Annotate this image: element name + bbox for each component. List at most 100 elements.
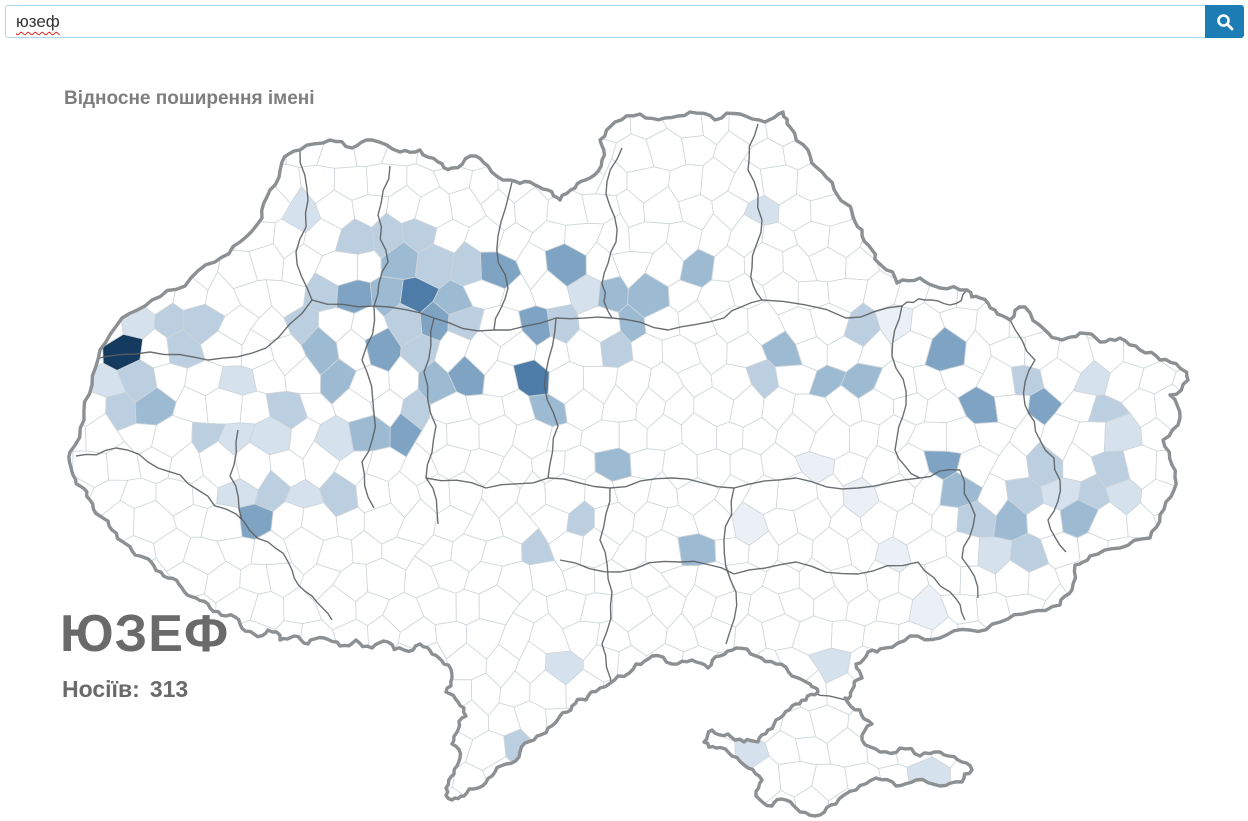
raion-cell[interactable] (367, 727, 402, 765)
raion-cell[interactable] (36, 384, 74, 425)
raion-cell[interactable] (1087, 727, 1131, 767)
raion-cell[interactable] (52, 128, 95, 175)
raion-cell[interactable] (1195, 732, 1227, 765)
raion-cell[interactable] (925, 784, 966, 821)
raion-cell[interactable] (1140, 704, 1180, 742)
raion-cell[interactable] (1023, 793, 1061, 821)
raion-cell[interactable] (876, 133, 918, 173)
raion-cell[interactable] (270, 673, 301, 710)
raion-cell[interactable] (256, 697, 289, 738)
raion-cell[interactable] (907, 706, 950, 738)
raion-cell[interactable] (677, 533, 717, 567)
raion-cell[interactable] (1040, 131, 1080, 172)
raion-cell[interactable] (1171, 535, 1212, 576)
search-input[interactable]: юзеф (5, 5, 1244, 38)
raion-cell[interactable] (1055, 729, 1098, 767)
raion-cell[interactable] (102, 559, 142, 600)
raion-cell[interactable] (1074, 644, 1115, 689)
raion-cell[interactable] (547, 764, 585, 802)
raion-cell[interactable] (38, 556, 76, 604)
raion-cell[interactable] (748, 74, 781, 111)
raion-cell[interactable] (137, 106, 175, 140)
raion-cell[interactable] (134, 784, 177, 821)
raion-cell[interactable] (974, 246, 1016, 285)
raion-cell[interactable] (18, 699, 59, 736)
raion-cell[interactable] (1178, 474, 1205, 516)
raion-cell[interactable] (660, 677, 700, 709)
raion-cell[interactable] (24, 186, 58, 233)
raion-cell[interactable] (581, 708, 619, 744)
raion-cell[interactable] (455, 588, 480, 626)
raion-cell[interactable] (1153, 158, 1191, 204)
raion-cell[interactable] (54, 248, 90, 283)
raion-cell[interactable] (677, 645, 719, 690)
raion-cell[interactable] (57, 299, 94, 340)
raion-cell[interactable] (1073, 759, 1116, 799)
raion-cell[interactable] (1103, 308, 1145, 339)
raion-cell[interactable] (630, 733, 669, 770)
raion-cell[interactable] (137, 731, 176, 775)
raion-cell[interactable] (222, 706, 260, 746)
raion-cell[interactable] (449, 78, 486, 110)
raion-cell[interactable] (71, 554, 103, 605)
raion-cell[interactable] (728, 676, 770, 708)
raion-cell[interactable] (1195, 220, 1230, 254)
raion-cell[interactable] (894, 213, 932, 252)
raion-cell[interactable] (1057, 613, 1098, 653)
raion-cell[interactable] (1021, 109, 1064, 140)
raion-cell[interactable] (119, 250, 161, 286)
raion-cell[interactable] (319, 640, 354, 683)
raion-cell[interactable] (580, 76, 616, 113)
raion-cell[interactable] (23, 642, 52, 688)
raion-cell[interactable] (21, 299, 58, 341)
raion-cell[interactable] (172, 782, 205, 821)
raion-cell[interactable] (1192, 672, 1230, 716)
raion-cell[interactable] (116, 759, 160, 798)
raion-cell[interactable] (958, 223, 1001, 253)
raion-cell[interactable] (249, 763, 293, 804)
raion-cell[interactable] (925, 678, 960, 717)
raion-cell[interactable] (1174, 640, 1209, 683)
raion-cell[interactable] (1179, 244, 1211, 281)
raion-cell[interactable] (994, 790, 1025, 821)
raion-cell[interactable] (860, 791, 900, 821)
raion-cell[interactable] (993, 671, 1025, 710)
raion-cell[interactable] (692, 791, 732, 821)
raion-cell[interactable] (1170, 308, 1208, 344)
raion-cell[interactable] (464, 785, 499, 821)
raion-cell[interactable] (185, 700, 225, 740)
raion-cell[interactable] (945, 76, 979, 115)
raion-cell[interactable] (231, 678, 273, 709)
raion-cell[interactable] (1145, 133, 1180, 178)
raion-cell[interactable] (666, 789, 698, 821)
raion-cell[interactable] (346, 73, 390, 120)
raion-cell[interactable] (1121, 617, 1160, 653)
raion-cell[interactable] (516, 72, 555, 115)
raion-cell[interactable] (959, 157, 999, 201)
raion-cell[interactable] (248, 649, 285, 682)
raion-cell[interactable] (18, 480, 56, 509)
raion-cell[interactable] (978, 129, 1012, 177)
raion-cell[interactable] (1138, 77, 1180, 119)
raion-cell[interactable] (1058, 102, 1094, 146)
raion-cell[interactable] (974, 697, 1012, 747)
raion-cell[interactable] (23, 594, 60, 629)
raion-cell[interactable] (626, 784, 669, 821)
raion-cell[interactable] (418, 697, 453, 741)
raion-cell[interactable] (335, 786, 375, 821)
raion-cell[interactable] (27, 361, 59, 398)
raion-cell[interactable] (1189, 566, 1229, 601)
search-button[interactable] (1205, 5, 1244, 38)
raion-cell[interactable] (100, 107, 145, 142)
raion-cell[interactable] (200, 108, 240, 145)
raion-cell[interactable] (37, 163, 77, 198)
raion-cell[interactable] (1045, 304, 1083, 340)
raion-cell[interactable] (1005, 194, 1048, 232)
raion-cell[interactable] (71, 279, 107, 311)
raion-cell[interactable] (318, 79, 350, 120)
raion-cell[interactable] (760, 673, 802, 715)
raion-cell[interactable] (1089, 221, 1130, 262)
raion-cell[interactable] (200, 155, 240, 195)
raion-cell[interactable] (1171, 80, 1213, 113)
